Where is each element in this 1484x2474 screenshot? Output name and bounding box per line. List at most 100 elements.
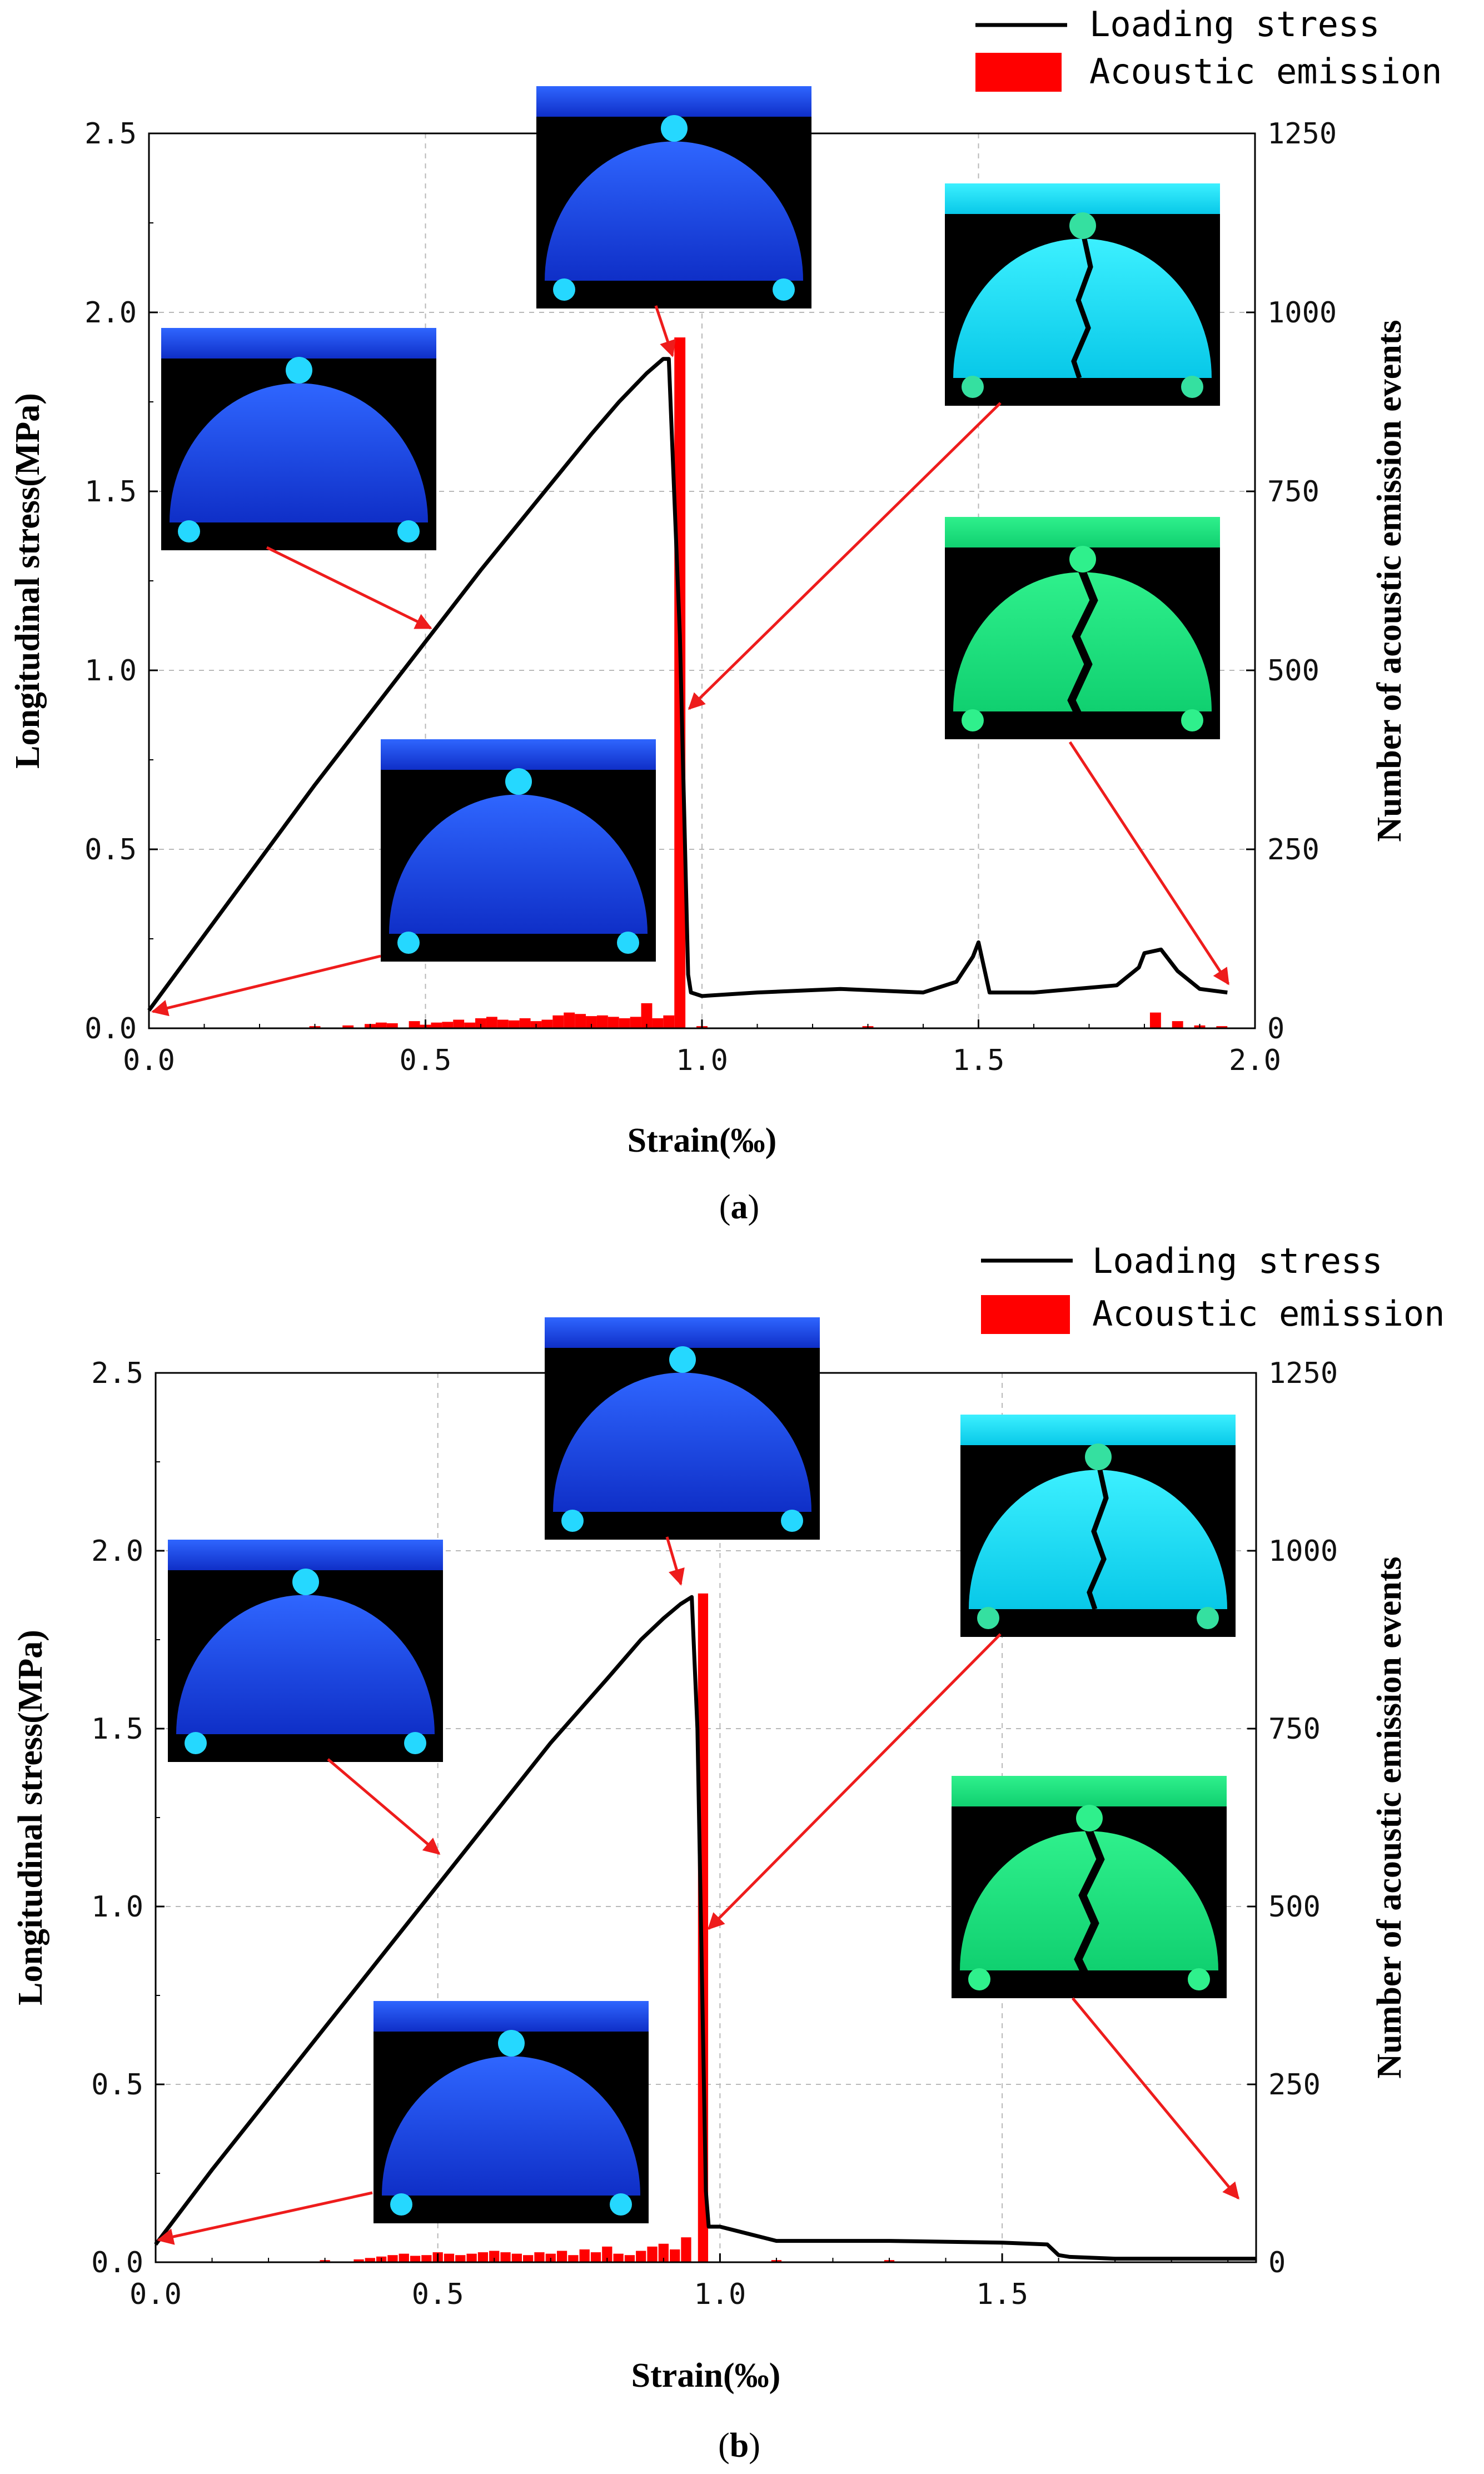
annotation-arrow	[151, 954, 381, 1017]
ae-bar	[387, 2255, 398, 2262]
x-tick-label: 0.0	[130, 2278, 182, 2311]
ae-bar	[386, 1023, 398, 1028]
y-left-tick-label: 0.0	[91, 2246, 143, 2279]
y-right-tick-label: 0	[1267, 1012, 1284, 1046]
simulation-inset	[545, 1317, 820, 1540]
ae-bar	[500, 2252, 511, 2262]
annotation-arrow	[157, 2191, 373, 2245]
ae-bar	[541, 1019, 553, 1028]
legend: Loading stress Acoustic emission	[981, 1241, 1445, 1334]
ae-bar	[670, 2249, 680, 2262]
ae-bar	[586, 1016, 597, 1028]
y-right-tick-label: 1250	[1267, 117, 1337, 151]
y-axis-left-label: Longitudinal stress(MPa)	[12, 1630, 49, 2005]
ae-bar	[399, 2253, 409, 2262]
ae-bar	[444, 2253, 455, 2262]
y-right-tick-label: 750	[1268, 1713, 1321, 1746]
y-right-tick-label: 1000	[1268, 1535, 1338, 1568]
ae-bar	[431, 1022, 442, 1028]
x-tick-label: 2.0	[1229, 1044, 1281, 1077]
x-tick-label: 0.0	[123, 1044, 175, 1077]
annotation-arrow	[327, 1758, 441, 1855]
ae-bar	[575, 1014, 586, 1028]
x-tick-label: 1.0	[694, 2278, 746, 2311]
ae-bar	[1172, 1021, 1183, 1028]
legend-bar-swatch	[975, 53, 1062, 92]
panel-label: (a)	[719, 1188, 759, 1226]
y-right-tick-label: 250	[1268, 2068, 1321, 2102]
ae-bar	[442, 1022, 454, 1028]
annotation-arrow	[665, 1536, 685, 1586]
y-axis-left-ticks: 0.0 0.5 1.0 1.5 2.0 2.5	[84, 117, 158, 1046]
simulation-inset	[161, 328, 436, 550]
legend-label: Loading stress	[1089, 4, 1380, 44]
simulation-inset	[536, 86, 811, 308]
ae-bar	[489, 2251, 500, 2262]
x-axis-label: Strain(‰)	[628, 1122, 777, 1159]
annotation-arrow	[707, 1633, 1002, 1930]
y-axis-right-label: Number of acoustic emission events	[1371, 1556, 1408, 2078]
y-left-tick-label: 0.5	[84, 833, 137, 867]
y-left-tick-label: 0.5	[91, 2068, 143, 2102]
legend-label: Acoustic emission	[1089, 51, 1442, 92]
ae-bar	[636, 2251, 646, 2262]
simulation-inset	[952, 1776, 1227, 1998]
x-tick-label: 1.5	[953, 1044, 1005, 1077]
legend-label: Acoustic emission	[1092, 1293, 1445, 1334]
ae-bar	[564, 1012, 575, 1028]
ae-bar	[534, 2252, 545, 2262]
y-right-tick-label: 1250	[1268, 1357, 1338, 1390]
y-left-tick-label: 2.5	[84, 117, 137, 151]
ae-bar	[624, 2255, 635, 2262]
ae-bar	[523, 2255, 534, 2262]
x-axis-label: Strain(‰)	[631, 2357, 781, 2395]
y-axis-right-ticks: 0 250 500 750 1000 1250	[1247, 1357, 1338, 2279]
ae-bar	[596, 1015, 608, 1028]
y-right-tick-label: 500	[1267, 654, 1319, 688]
ae-bar	[619, 1018, 630, 1028]
ae-bar	[466, 2253, 477, 2262]
x-axis-ticks: 0.0 0.5 1.0 1.5 2.0	[123, 1019, 1281, 1077]
ae-bar	[590, 2252, 601, 2262]
simulation-inset	[381, 739, 656, 962]
x-axis-ticks: 0.0 0.5 1.0 1.5	[130, 2253, 1229, 2311]
ae-bar	[421, 2255, 432, 2262]
x-tick-label: 0.5	[400, 1044, 452, 1077]
ae-bar	[568, 2255, 579, 2262]
y-left-tick-label: 1.0	[84, 654, 137, 688]
annotation-arrow	[266, 546, 432, 630]
ae-bar	[658, 2243, 669, 2262]
loading-stress-line	[154, 1595, 1256, 2261]
ae-bar	[607, 1017, 619, 1028]
y-right-tick-label: 500	[1268, 1890, 1321, 1924]
ae-bar	[641, 1003, 653, 1028]
ae-bar	[1216, 1026, 1228, 1028]
ae-bar	[556, 2251, 567, 2262]
ae-bar	[497, 1019, 509, 1028]
y-left-tick-label: 2.0	[91, 1535, 143, 1568]
chart-b: 0.0 0.5 1.0 1.5 0.0 0.5 1.0 1.5 2.0 2.5 0 250 500 7…	[12, 1241, 1445, 2465]
ae-bar	[1149, 1012, 1161, 1028]
ae-bar	[486, 1017, 497, 1028]
panel-label: (b)	[718, 2427, 760, 2465]
ae-bar	[365, 2258, 375, 2262]
ae-bar	[409, 1021, 420, 1028]
ae-bars	[320, 1593, 895, 2262]
y-left-tick-label: 2.0	[84, 296, 137, 330]
ae-bar	[477, 2252, 489, 2262]
legend-label: Loading stress	[1092, 1241, 1383, 1281]
ae-bar	[410, 2256, 421, 2262]
x-tick-label: 1.0	[676, 1044, 728, 1077]
ae-bar	[353, 2259, 364, 2262]
ae-bar	[647, 2246, 658, 2262]
y-axis-left-ticks: 0.0 0.5 1.0 1.5 2.0 2.5	[91, 1357, 165, 2279]
ae-bar	[681, 2237, 691, 2262]
y-left-tick-label: 1.5	[84, 475, 137, 509]
ae-bar	[630, 1017, 641, 1028]
annotation-arrows	[151, 305, 1230, 1017]
simulation-inset	[945, 517, 1220, 739]
y-right-tick-label: 250	[1267, 833, 1319, 867]
loading-stress-line	[147, 357, 1228, 1012]
y-axis-left-label: Longitudinal stress(MPa)	[9, 393, 47, 769]
ae-bar	[511, 2253, 522, 2262]
